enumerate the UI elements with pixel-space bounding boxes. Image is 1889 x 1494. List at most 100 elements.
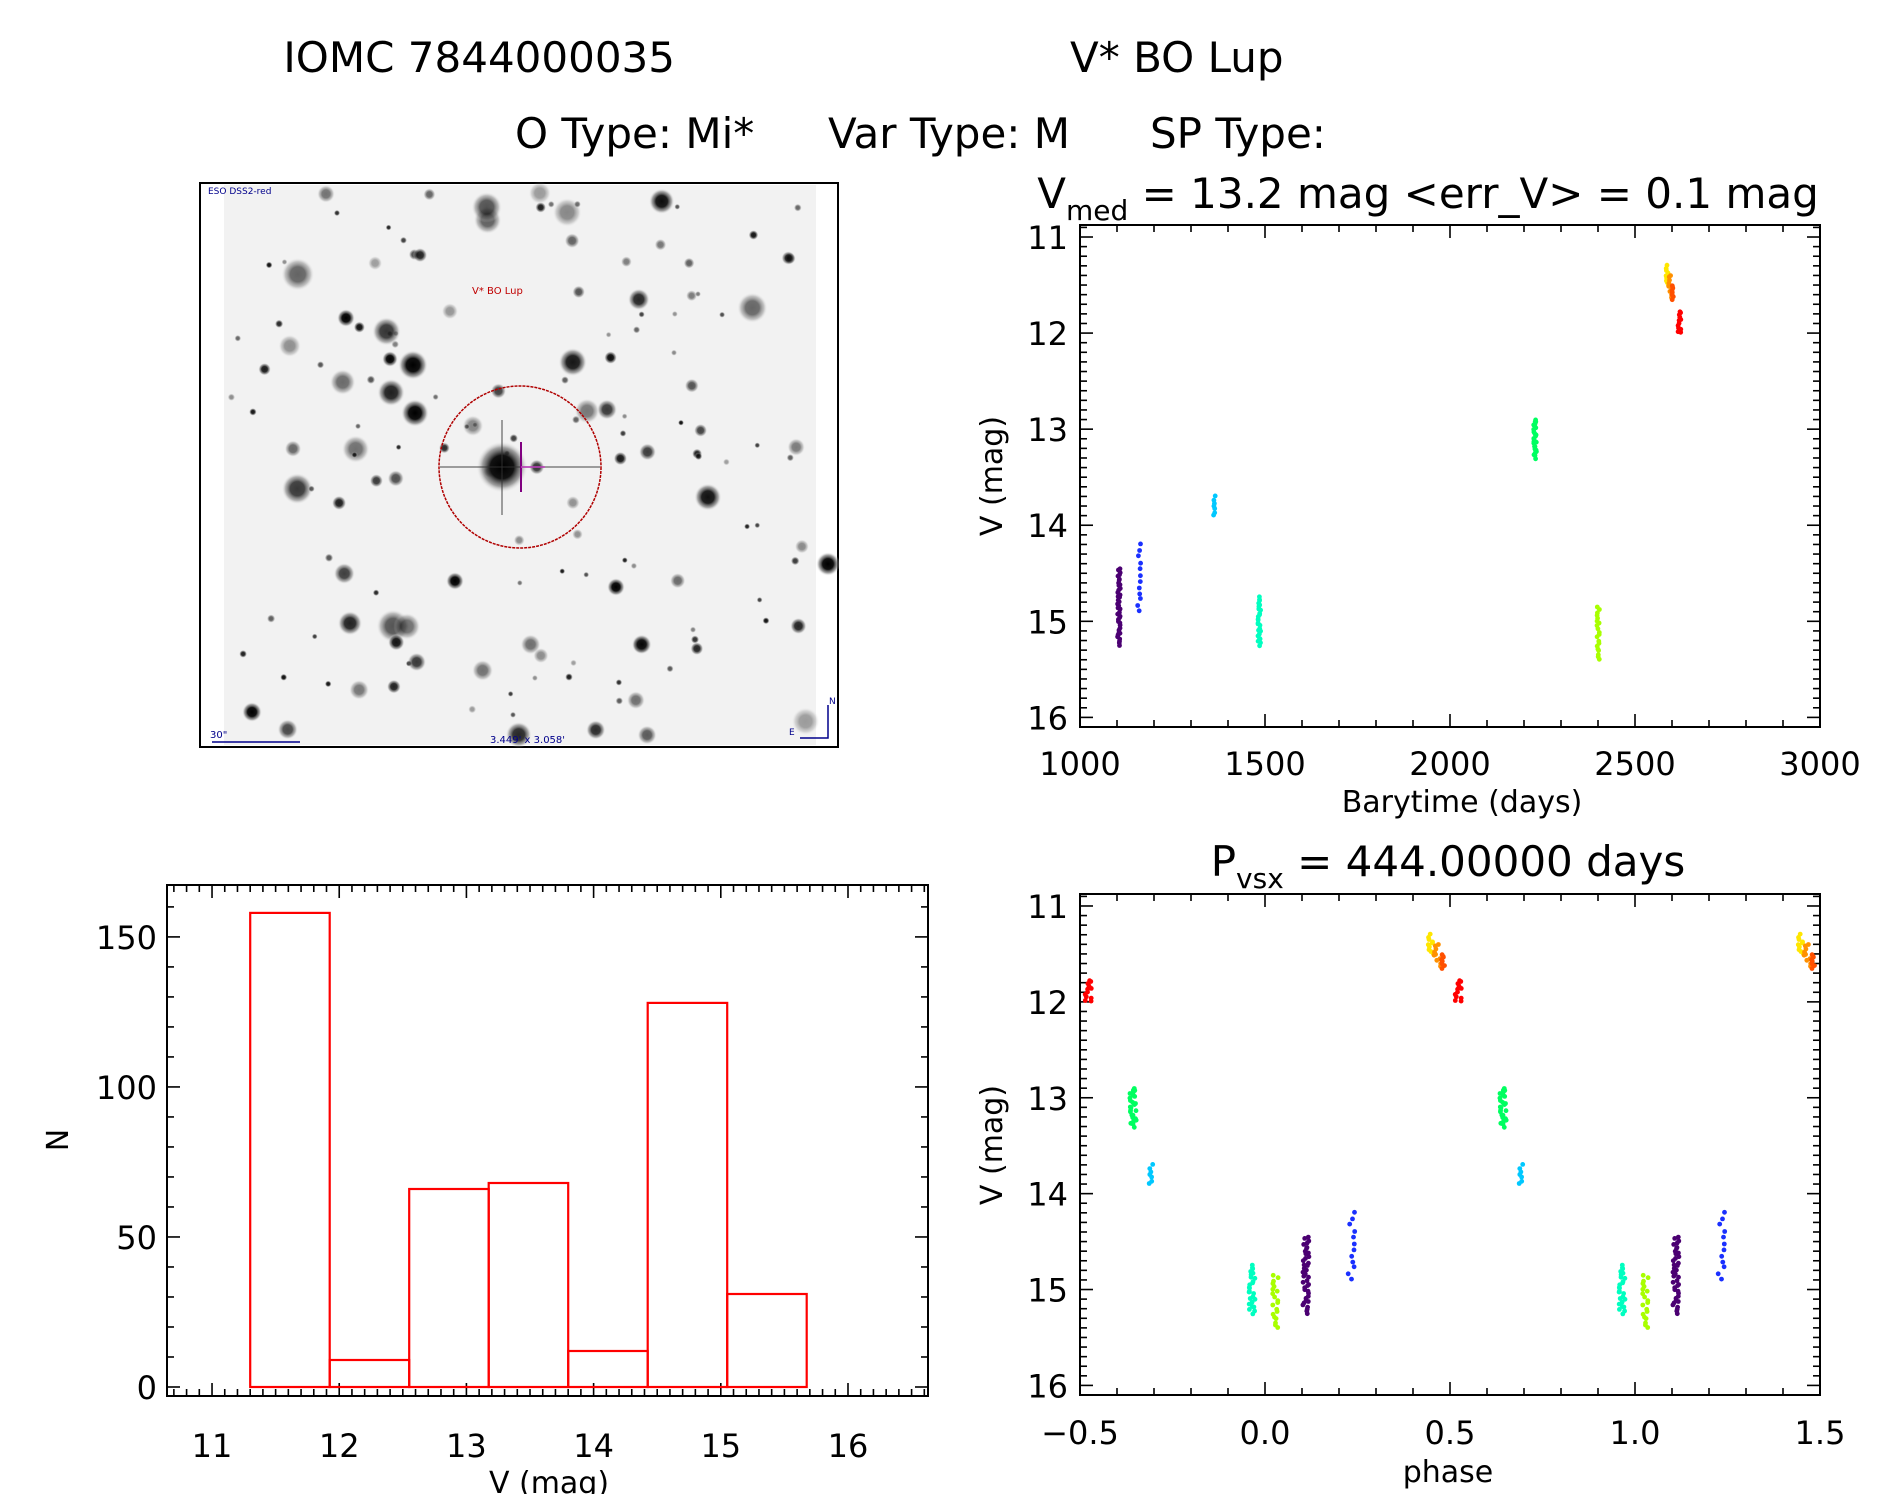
x-tick-label: 0.0	[1240, 1414, 1291, 1452]
lightcurve-ylabel: V (mag)	[975, 416, 1010, 536]
star	[621, 413, 628, 420]
y-tick-label: 13	[1027, 1080, 1068, 1118]
phased-point	[1670, 1279, 1676, 1285]
lightcurve-point	[1136, 608, 1142, 614]
phased-point	[1252, 1296, 1258, 1302]
phased-point	[1645, 1325, 1651, 1330]
phased-point	[1640, 1286, 1646, 1292]
star	[308, 485, 315, 493]
star	[531, 674, 539, 682]
x-tick-label: −0.5	[1041, 1414, 1119, 1452]
y-tick-label: 0	[137, 1369, 157, 1407]
phased-point	[1503, 1108, 1509, 1114]
star	[490, 383, 507, 399]
phased-point	[1131, 1124, 1137, 1130]
star	[446, 572, 464, 590]
x-tick-label: 16	[828, 1427, 869, 1465]
star	[227, 393, 236, 402]
phased-point	[1519, 1174, 1524, 1180]
star	[472, 421, 478, 428]
target-circle	[438, 385, 602, 549]
histogram-bar	[249, 911, 331, 1389]
title-main: P	[1211, 837, 1236, 886]
star	[786, 453, 795, 462]
star	[393, 612, 421, 641]
phased-point	[1431, 952, 1437, 958]
lightcurve-plot: Vmed = 13.2 mag <err_V> = 0.1 mag 1000 15…	[1027, 169, 1860, 783]
star	[507, 690, 514, 697]
phased-point	[1642, 1294, 1647, 1300]
phased-point	[1721, 1241, 1727, 1247]
star	[722, 458, 730, 466]
y-tick-label: 11	[1027, 219, 1068, 257]
phased-point	[1671, 1242, 1677, 1247]
star	[620, 256, 633, 268]
star	[684, 378, 699, 393]
phased-point	[1620, 1311, 1626, 1317]
star	[513, 534, 525, 546]
star	[613, 451, 628, 466]
phased-point	[1501, 1124, 1507, 1130]
phased-point	[1250, 1311, 1256, 1317]
star	[607, 578, 625, 596]
star	[574, 398, 600, 424]
star	[619, 429, 627, 437]
phased-point	[1672, 1236, 1678, 1241]
star	[638, 443, 657, 461]
phased-point	[1671, 1273, 1677, 1279]
phased-point	[1809, 966, 1815, 971]
lightcurve-point	[1257, 643, 1262, 649]
star	[398, 350, 428, 380]
phased-point	[1618, 1274, 1624, 1280]
lightcurve-point	[1211, 512, 1216, 518]
histogram-ylabel: N	[41, 1129, 76, 1151]
star	[666, 665, 674, 673]
compass-icon	[800, 705, 829, 739]
phased-point	[1429, 940, 1435, 946]
phased-point	[1721, 1247, 1727, 1253]
phased-point	[1270, 1286, 1276, 1292]
star	[674, 203, 681, 210]
star	[353, 321, 366, 334]
lightcurve-point	[1137, 591, 1143, 597]
star	[468, 705, 477, 714]
phased-point	[1721, 1264, 1727, 1270]
star	[791, 707, 820, 736]
x-tick-label: 13	[446, 1427, 487, 1465]
phased-point	[1453, 994, 1459, 1000]
lightcurve-point	[1138, 573, 1143, 579]
star	[615, 679, 623, 686]
star	[281, 257, 315, 291]
x-tick-label: 1.0	[1610, 1414, 1661, 1452]
star	[369, 473, 384, 488]
lightcurve-point	[1212, 506, 1218, 511]
star	[694, 483, 722, 511]
east-label: E	[789, 728, 795, 738]
histogram-bar	[726, 1292, 808, 1389]
lightcurve-point	[1595, 626, 1601, 632]
star	[558, 347, 588, 377]
star	[794, 539, 810, 554]
star	[535, 201, 547, 213]
star	[471, 659, 494, 682]
star	[762, 617, 770, 625]
y-tick-label: 11	[1027, 888, 1068, 926]
x-tick-label: 3000	[1779, 745, 1860, 783]
phased-point	[1149, 1174, 1154, 1180]
lightcurve-point	[1533, 456, 1538, 462]
fov-label: 3.449' x 3.058'	[490, 735, 565, 746]
star	[683, 257, 695, 269]
star	[586, 720, 606, 740]
phased-point	[1352, 1229, 1358, 1234]
star	[324, 553, 334, 563]
star	[520, 634, 541, 655]
star	[351, 451, 358, 458]
phased-point	[1305, 1234, 1311, 1240]
star	[281, 472, 314, 505]
y-tick-label: 16	[1027, 1367, 1068, 1405]
histogram-xlabel: V (mag)	[489, 1466, 609, 1494]
phased-point	[1088, 986, 1094, 991]
x-tick-label: 1500	[1224, 745, 1305, 783]
star	[274, 319, 284, 329]
star	[387, 470, 405, 487]
